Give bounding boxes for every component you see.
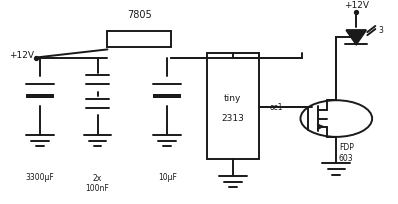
- FancyBboxPatch shape: [107, 31, 171, 47]
- FancyBboxPatch shape: [26, 94, 54, 98]
- Text: 3: 3: [378, 26, 383, 34]
- Polygon shape: [346, 30, 366, 44]
- Text: 2x
100nF: 2x 100nF: [86, 174, 109, 193]
- Text: FDP
603: FDP 603: [339, 143, 354, 163]
- Text: +12V: +12V: [10, 51, 34, 60]
- Text: 7805: 7805: [127, 10, 152, 20]
- Text: 2313: 2313: [221, 114, 244, 123]
- Text: oc1: oc1: [270, 103, 283, 112]
- Text: 3300µF: 3300µF: [25, 173, 54, 182]
- FancyBboxPatch shape: [153, 94, 181, 98]
- Text: tiny: tiny: [224, 94, 242, 103]
- FancyBboxPatch shape: [207, 53, 259, 159]
- Text: 10µF: 10µF: [158, 173, 177, 182]
- Text: +12V: +12V: [344, 1, 369, 10]
